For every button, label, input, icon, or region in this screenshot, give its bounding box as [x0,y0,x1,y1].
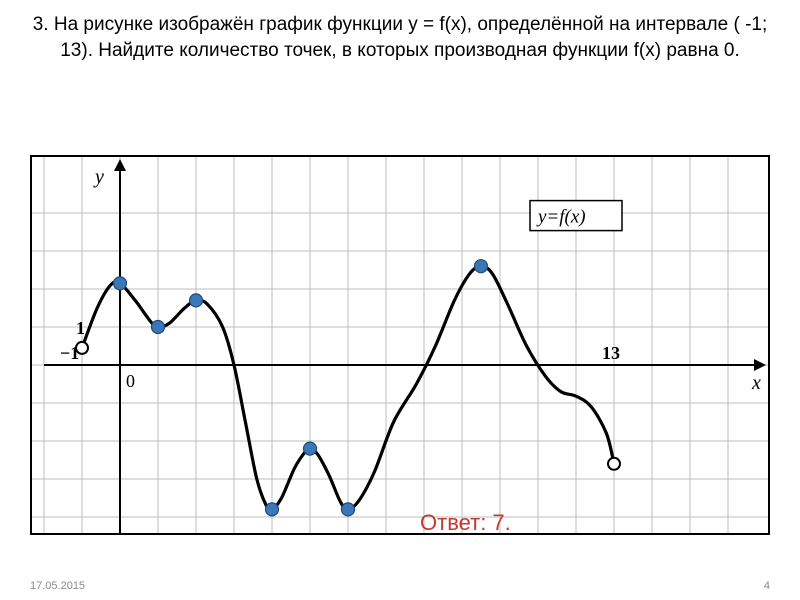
svg-text:x: x [751,372,761,394]
footer-date: 17.05.2015 [30,580,85,592]
svg-text:13: 13 [602,343,620,363]
question-text: 3. На рисунке изображён график функции y… [0,0,800,71]
answer-text: Ответ: 7. [420,510,511,536]
svg-text:0: 0 [126,371,135,391]
svg-text:y: y [93,166,104,188]
footer-page: 4 [764,580,770,592]
svg-text:1: 1 [76,318,85,338]
svg-text:y=f(x): y=f(x) [536,207,586,228]
function-chart: yx01−113y=f(x) [30,155,770,535]
